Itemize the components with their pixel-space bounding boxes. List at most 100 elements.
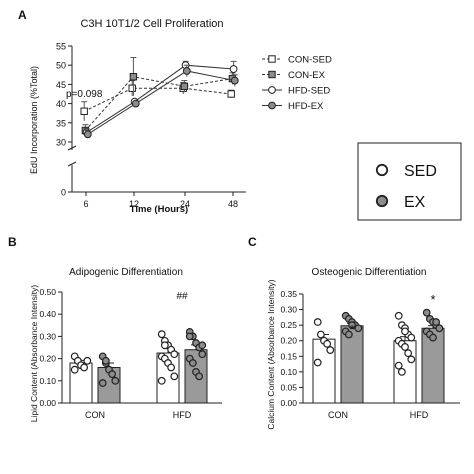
chart-a-axis-break-mark — [67, 145, 77, 151]
chart-c-y-axis-label: Calcium Content (Absorbance Intensity) — [266, 279, 276, 429]
chart-c-y-tick-label: 0.35 — [280, 289, 297, 299]
chart-b-data-point — [98, 379, 107, 387]
chart-b-data-point — [157, 376, 166, 385]
panel-label-c: C — [248, 235, 257, 249]
chart-a-legend-marker — [268, 55, 276, 63]
chart-c-data-point — [401, 327, 409, 336]
chart-c-data-point — [348, 321, 356, 330]
chart-b-data-point — [188, 359, 197, 367]
chart-b-data-point — [101, 356, 110, 365]
chart-a-y-tick-label: 50 — [56, 61, 66, 71]
chart-b-data-point — [198, 341, 207, 350]
chart-a-legend-marker — [268, 101, 276, 110]
chart-a-data-point — [227, 90, 235, 98]
chart-a-x-tick-label: 12 — [129, 199, 139, 209]
chart-a-title: C3H 10T1/2 Cell Proliferation — [80, 18, 223, 30]
panel-label-b: B — [8, 235, 17, 249]
chart-a-data-point — [182, 67, 191, 75]
chart-a-data-point — [180, 82, 189, 91]
chart-a-annotation: p=0.098 — [66, 89, 103, 100]
chart-a-y-tick-label: 40 — [56, 99, 66, 109]
chart-a-axis-break-mark — [67, 161, 77, 167]
chart-a-y-tick-label: 0 — [61, 188, 66, 198]
chart-b-annotation: ## — [176, 291, 188, 302]
chart-a-x-axis-label: Time (Hours) — [130, 204, 188, 215]
chart-b-data-point — [108, 370, 117, 379]
chart-b-data-point — [83, 356, 92, 365]
chart-c-data-point — [394, 311, 403, 320]
chart-b-data-point — [80, 363, 89, 372]
chart-c-data-point — [432, 318, 441, 326]
chart-c-bar — [340, 325, 364, 404]
chart-a-data-point — [128, 84, 136, 92]
chart-b-data-point — [111, 376, 120, 385]
group-legend-marker — [375, 163, 389, 177]
chart-a-data-point — [129, 73, 138, 81]
group-legend-box — [357, 142, 462, 221]
chart-a-legend-marker — [268, 86, 276, 94]
chart-b-y-tick-label: 0.50 — [39, 287, 56, 297]
chart-a-data-point — [131, 99, 140, 108]
chart-b-data-point — [170, 372, 179, 381]
chart-c-y-tick-label: 0.20 — [280, 336, 297, 346]
chart-c-data-point — [313, 358, 322, 367]
chart-a-x-tick-label: 24 — [180, 199, 190, 209]
chart-c-y-tick-label: 0.25 — [280, 320, 297, 330]
chart-b-y-axis-label: Lipid Content (Absorbance Intensity) — [29, 285, 39, 423]
chart-c-y-tick-label: 0.05 — [280, 382, 297, 392]
chart-b-data-point — [167, 363, 176, 372]
chart-b-x-tick-label: HFD — [173, 410, 192, 420]
chart-c-data-point — [407, 355, 416, 364]
chart-c-annotation: * — [349, 322, 354, 337]
chart-c-data-point — [397, 367, 406, 376]
chart-c-data-point — [422, 308, 431, 317]
chart-b-y-tick-label: 0.40 — [39, 309, 56, 319]
chart-c-data-point — [344, 330, 353, 339]
chart-c-y-tick-label: 0.00 — [280, 398, 297, 408]
chart-b-x-tick-label: CON — [85, 410, 105, 420]
chart-a-x-tick-label: 48 — [228, 199, 238, 209]
chart-c-data-point — [354, 324, 363, 333]
chart-a-series-line — [83, 87, 232, 112]
chart-a-series-line — [86, 64, 234, 133]
chart-a-y-axis-label: EdU Incorporation (%Total) — [29, 66, 39, 174]
chart-a-y-tick-label: 35 — [56, 118, 66, 128]
chart-b-data-point — [160, 341, 169, 350]
group-legend-label: SED — [404, 163, 437, 180]
chart-a-data-point — [229, 65, 238, 73]
chart-c-data-point — [323, 339, 332, 348]
chart-c-y-tick-label: 0.30 — [280, 305, 297, 315]
chart-c-data-point — [407, 333, 416, 342]
chart-c-data-point — [429, 333, 437, 342]
chart-c-data-point — [326, 346, 335, 354]
chart-c-data-point — [394, 361, 403, 370]
group-legend-label: EX — [404, 194, 426, 211]
chart-b-data-point — [185, 332, 194, 341]
chart-a-legend-marker — [268, 70, 276, 79]
chart-a-y-tick-label: 45 — [56, 80, 66, 90]
panel-label-a: A — [18, 8, 27, 22]
chart-b-data-point — [157, 330, 166, 339]
chart-c-x-tick-label: HFD — [410, 410, 429, 420]
chart-b-y-tick-label: 0.00 — [39, 398, 56, 408]
chart-c-title: Osteogenic Differentiation — [312, 267, 427, 278]
chart-a-data-point — [80, 107, 88, 115]
chart-a-data-point — [230, 76, 239, 85]
chart-c-data-point — [404, 349, 413, 358]
group-legend-marker — [375, 194, 389, 208]
chart-a-data-point — [83, 130, 92, 139]
chart-a-y-tick-label: 30 — [56, 138, 66, 148]
chart-c-data-point — [401, 343, 409, 351]
chart-c-y-tick-label: 0.15 — [280, 351, 297, 361]
chart-b-data-point — [198, 350, 207, 359]
chart-a-x-tick-label: 6 — [83, 199, 88, 209]
chart-c-annotation: * — [430, 292, 435, 307]
chart-b-y-tick-label: 0.30 — [39, 331, 56, 341]
chart-c-y-tick-label: 0.10 — [280, 367, 297, 377]
chart-c-data-point — [313, 318, 322, 326]
chart-a-legend-label: HFD-SED — [288, 86, 330, 97]
chart-a-legend-label: HFD-EX — [288, 101, 324, 112]
chart-b-data-point — [70, 365, 79, 374]
chart-a-series-line — [87, 70, 235, 135]
